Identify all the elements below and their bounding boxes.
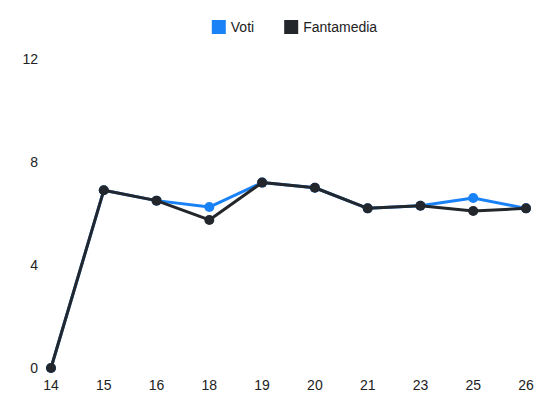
y-tick-label: 12 (22, 51, 38, 67)
y-tick-label: 4 (30, 257, 38, 273)
x-tick-label: 19 (254, 377, 270, 393)
x-tick-label: 16 (149, 377, 165, 393)
x-tick-label: 15 (96, 377, 112, 393)
point-marker (204, 215, 214, 225)
chart: 0 4 8 12 14 15 16 18 19 20 21 23 25 26 Voti Fantamedia (0, 0, 550, 412)
legend-label: Voti (231, 19, 254, 35)
point-marker (310, 183, 320, 193)
legend-swatch (284, 20, 298, 34)
x-tick-label: 20 (307, 377, 323, 393)
plot-area (46, 178, 531, 373)
point-marker (257, 178, 267, 188)
x-tick-label: 26 (518, 377, 534, 393)
y-tick-label: 8 (30, 154, 38, 170)
chart-container: 0 4 8 12 14 15 16 18 19 20 21 23 25 26 Voti Fantamedia (0, 0, 550, 412)
point-marker (152, 196, 162, 206)
point-marker (521, 203, 531, 213)
point-marker (152, 196, 162, 206)
series (46, 178, 531, 373)
point-marker (363, 203, 373, 213)
point-marker (257, 178, 267, 188)
point-marker (204, 202, 214, 212)
y-tick-label: 0 (30, 360, 38, 376)
legend-label: Fantamedia (303, 19, 377, 35)
point-marker (46, 363, 56, 373)
point-marker (46, 363, 56, 373)
x-axis: 14 15 16 18 19 20 21 23 25 26 (43, 377, 534, 393)
legend: Voti Fantamedia (212, 19, 378, 35)
point-marker (415, 201, 425, 211)
point-marker (99, 185, 109, 195)
legend-swatch (212, 20, 226, 34)
series-line (51, 183, 526, 368)
point-marker (363, 203, 373, 213)
point-marker (521, 203, 531, 213)
point-marker (468, 206, 478, 216)
x-tick-label: 21 (360, 377, 376, 393)
x-tick-label: 14 (43, 377, 59, 393)
point-marker (415, 201, 425, 211)
series (46, 178, 531, 373)
point-marker (468, 193, 478, 203)
series-line (51, 183, 526, 368)
x-tick-label: 18 (202, 377, 218, 393)
y-axis: 0 4 8 12 (22, 51, 38, 376)
x-tick-label: 23 (413, 377, 429, 393)
x-tick-label: 25 (465, 377, 481, 393)
point-marker (310, 183, 320, 193)
point-marker (99, 185, 109, 195)
